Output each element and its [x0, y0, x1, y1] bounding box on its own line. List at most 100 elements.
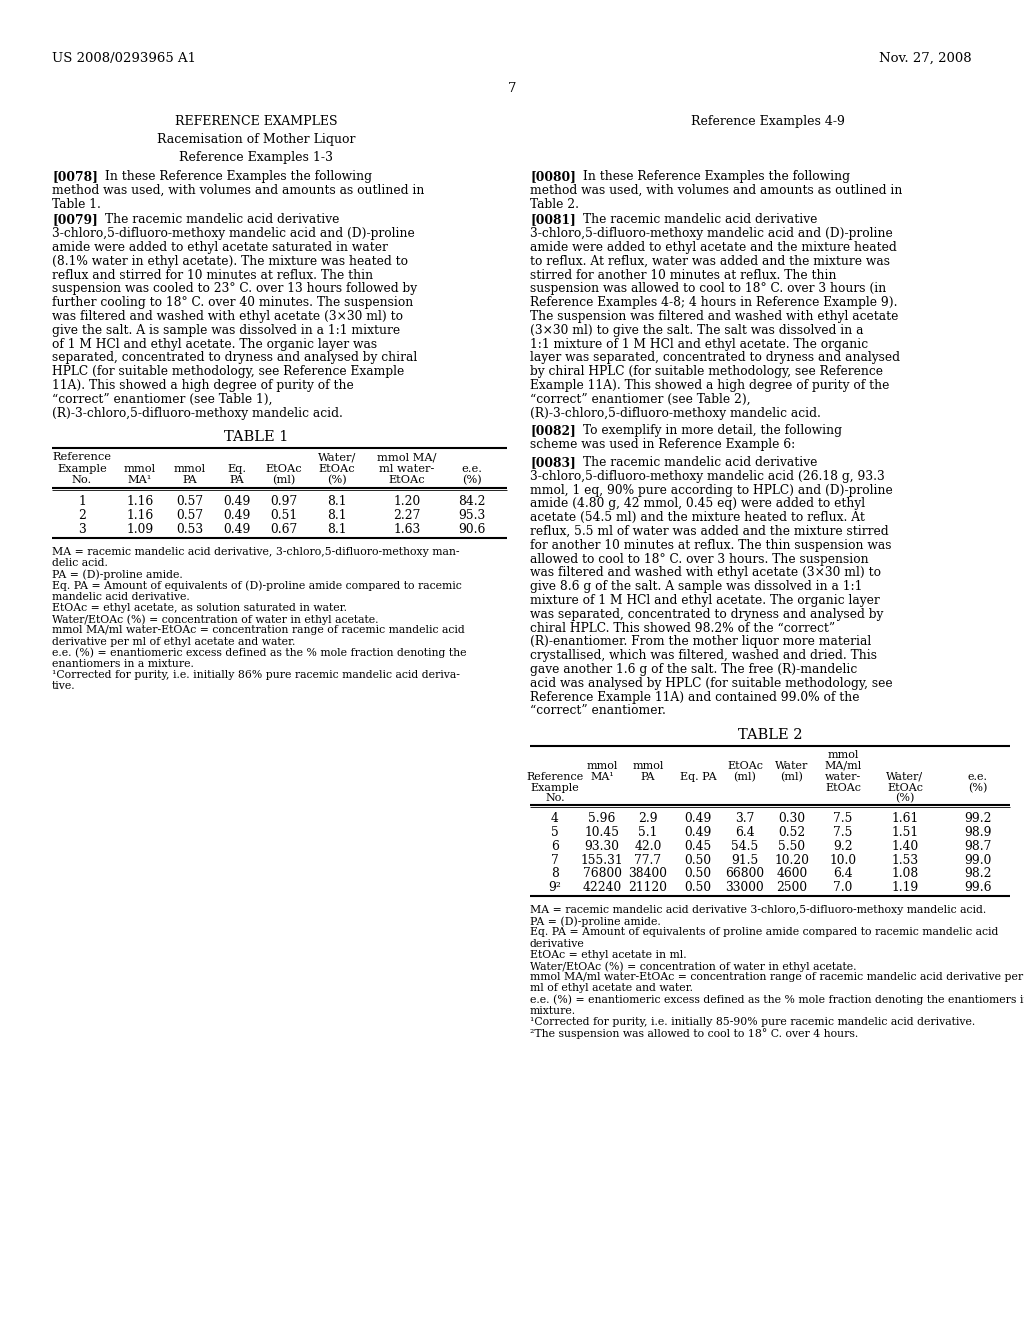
Text: for another 10 minutes at reflux. The thin suspension was: for another 10 minutes at reflux. The th…	[530, 539, 892, 552]
Text: Example 11A). This showed a high degree of purity of the: Example 11A). This showed a high degree …	[530, 379, 890, 392]
Text: 0.50: 0.50	[684, 854, 712, 867]
Text: TABLE 2: TABLE 2	[737, 729, 802, 742]
Text: EtOAc: EtOAc	[318, 463, 355, 474]
Text: MA¹: MA¹	[128, 475, 153, 486]
Text: 91.5: 91.5	[731, 854, 759, 867]
Text: 0.53: 0.53	[176, 523, 204, 536]
Text: (ml): (ml)	[780, 772, 804, 783]
Text: (ml): (ml)	[733, 772, 757, 783]
Text: 95.3: 95.3	[459, 510, 485, 521]
Text: reflux and stirred for 10 minutes at reflux. The thin: reflux and stirred for 10 minutes at ref…	[52, 268, 373, 281]
Text: US 2008/0293965 A1: US 2008/0293965 A1	[52, 51, 196, 65]
Text: Eq. PA = Amount of equivalents of proline amide compared to racemic mandelic aci: Eq. PA = Amount of equivalents of prolin…	[530, 928, 998, 937]
Text: 6.4: 6.4	[834, 867, 853, 880]
Text: Table 1.: Table 1.	[52, 198, 101, 211]
Text: Water/EtOAc (%) = concentration of water in ethyl acetate.: Water/EtOAc (%) = concentration of water…	[52, 614, 379, 624]
Text: suspension was cooled to 23° C. over 13 hours followed by: suspension was cooled to 23° C. over 13 …	[52, 282, 417, 296]
Text: gave another 1.6 g of the salt. The free (R)-mandelic: gave another 1.6 g of the salt. The free…	[530, 663, 857, 676]
Text: PA = (D)-proline amide.: PA = (D)-proline amide.	[530, 916, 660, 927]
Text: The racemic mandelic acid derivative: The racemic mandelic acid derivative	[583, 214, 817, 227]
Text: method was used, with volumes and amounts as outlined in: method was used, with volumes and amount…	[52, 183, 424, 197]
Text: stirred for another 10 minutes at reflux. The thin: stirred for another 10 minutes at reflux…	[530, 268, 837, 281]
Text: 5.1: 5.1	[638, 826, 657, 840]
Text: “correct” enantiomer (see Table 2),: “correct” enantiomer (see Table 2),	[530, 393, 751, 405]
Text: No.: No.	[72, 475, 92, 486]
Text: Table 2.: Table 2.	[530, 198, 579, 211]
Text: Water: Water	[775, 762, 809, 771]
Text: 1.16: 1.16	[126, 510, 154, 521]
Text: 2.9: 2.9	[638, 812, 657, 825]
Text: 7: 7	[508, 82, 516, 95]
Text: ¹Corrected for purity, i.e. initially 86% pure racemic mandelic acid deriva-: ¹Corrected for purity, i.e. initially 86…	[52, 671, 460, 680]
Text: 1: 1	[78, 495, 86, 508]
Text: 98.7: 98.7	[965, 840, 991, 853]
Text: 4: 4	[551, 812, 559, 825]
Text: 0.57: 0.57	[176, 495, 204, 508]
Text: 0.50: 0.50	[684, 882, 712, 894]
Text: 1.53: 1.53	[892, 854, 919, 867]
Text: scheme was used in Reference Example 6:: scheme was used in Reference Example 6:	[530, 438, 796, 451]
Text: 2500: 2500	[776, 882, 808, 894]
Text: [0078]: [0078]	[52, 170, 98, 183]
Text: 3-chloro,5-difluoro-methoxy mandelic acid and (D)-proline: 3-chloro,5-difluoro-methoxy mandelic aci…	[52, 227, 415, 240]
Text: acid was analysed by HPLC (for suitable methodology, see: acid was analysed by HPLC (for suitable …	[530, 677, 893, 690]
Text: Reference: Reference	[52, 453, 112, 462]
Text: was separated, concentrated to dryness and analysed by: was separated, concentrated to dryness a…	[530, 607, 884, 620]
Text: Eq.: Eq.	[227, 463, 247, 474]
Text: 1.63: 1.63	[393, 523, 421, 536]
Text: 77.7: 77.7	[635, 854, 662, 867]
Text: further cooling to 18° C. over 40 minutes. The suspension: further cooling to 18° C. over 40 minute…	[52, 296, 414, 309]
Text: e.e. (%) = enantiomeric excess defined as the % mole fraction denoting the enant: e.e. (%) = enantiomeric excess defined a…	[530, 994, 1024, 1005]
Text: 7.5: 7.5	[834, 812, 853, 825]
Text: acetate (54.5 ml) and the mixture heated to reflux. At: acetate (54.5 ml) and the mixture heated…	[530, 511, 865, 524]
Text: (ml): (ml)	[272, 475, 296, 486]
Text: derivative per ml of ethyl acetate and water.: derivative per ml of ethyl acetate and w…	[52, 636, 295, 647]
Text: reflux, 5.5 ml of water was added and the mixture stirred: reflux, 5.5 ml of water was added and th…	[530, 525, 889, 539]
Text: HPLC (for suitable methodology, see Reference Example: HPLC (for suitable methodology, see Refe…	[52, 366, 404, 379]
Text: amide were added to ethyl acetate saturated in water: amide were added to ethyl acetate satura…	[52, 242, 388, 253]
Text: 3: 3	[78, 523, 86, 536]
Text: of 1 M HCl and ethyl acetate. The organic layer was: of 1 M HCl and ethyl acetate. The organi…	[52, 338, 377, 351]
Text: 10.45: 10.45	[585, 826, 620, 840]
Text: 0.49: 0.49	[223, 510, 251, 521]
Text: 0.97: 0.97	[270, 495, 298, 508]
Text: 21120: 21120	[629, 882, 668, 894]
Text: Example: Example	[530, 783, 580, 792]
Text: 8.1: 8.1	[328, 523, 347, 536]
Text: Racemisation of Mother Liquor: Racemisation of Mother Liquor	[157, 133, 355, 147]
Text: EtOAc: EtOAc	[825, 783, 861, 792]
Text: mmol: mmol	[174, 463, 206, 474]
Text: EtOAc: EtOAc	[389, 475, 425, 486]
Text: 38400: 38400	[629, 867, 668, 880]
Text: 98.2: 98.2	[965, 867, 992, 880]
Text: 8: 8	[551, 867, 559, 880]
Text: 54.5: 54.5	[731, 840, 759, 853]
Text: 76800: 76800	[583, 867, 622, 880]
Text: (8.1% water in ethyl acetate). The mixture was heated to: (8.1% water in ethyl acetate). The mixtu…	[52, 255, 408, 268]
Text: MA¹: MA¹	[590, 772, 613, 781]
Text: Reference Examples 1-3: Reference Examples 1-3	[179, 150, 333, 164]
Text: EtOAc = ethyl acetate in ml.: EtOAc = ethyl acetate in ml.	[530, 950, 687, 960]
Text: allowed to cool to 18° C. over 3 hours. The suspension: allowed to cool to 18° C. over 3 hours. …	[530, 553, 868, 565]
Text: give 8.6 g of the salt. A sample was dissolved in a 1:1: give 8.6 g of the salt. A sample was dis…	[530, 581, 862, 593]
Text: 0.30: 0.30	[778, 812, 806, 825]
Text: mixture of 1 M HCl and ethyl acetate. The organic layer: mixture of 1 M HCl and ethyl acetate. Th…	[530, 594, 880, 607]
Text: mmol, 1 eq, 90% pure according to HPLC) and (D)-proline: mmol, 1 eq, 90% pure according to HPLC) …	[530, 483, 893, 496]
Text: 3-chloro,5-difluoro-methoxy mandelic acid (26.18 g, 93.3: 3-chloro,5-difluoro-methoxy mandelic aci…	[530, 470, 885, 483]
Text: (%): (%)	[895, 793, 914, 804]
Text: 99.0: 99.0	[965, 854, 991, 867]
Text: ²The suspension was allowed to cool to 18° C. over 4 hours.: ²The suspension was allowed to cool to 1…	[530, 1028, 858, 1039]
Text: PA: PA	[641, 772, 655, 781]
Text: 9²: 9²	[549, 882, 561, 894]
Text: 7.5: 7.5	[834, 826, 853, 840]
Text: (3×30 ml) to give the salt. The salt was dissolved in a: (3×30 ml) to give the salt. The salt was…	[530, 323, 863, 337]
Text: 5.50: 5.50	[778, 840, 806, 853]
Text: e.e. (%) = enantiomeric excess defined as the % mole fraction denoting the: e.e. (%) = enantiomeric excess defined a…	[52, 648, 467, 659]
Text: mmol: mmol	[827, 750, 859, 760]
Text: 66800: 66800	[725, 867, 765, 880]
Text: 1.08: 1.08	[891, 867, 919, 880]
Text: 8.1: 8.1	[328, 510, 347, 521]
Text: 1.20: 1.20	[393, 495, 421, 508]
Text: [0083]: [0083]	[530, 455, 575, 469]
Text: ¹Corrected for purity, i.e. initially 85-90% pure racemic mandelic acid derivati: ¹Corrected for purity, i.e. initially 85…	[530, 1016, 975, 1027]
